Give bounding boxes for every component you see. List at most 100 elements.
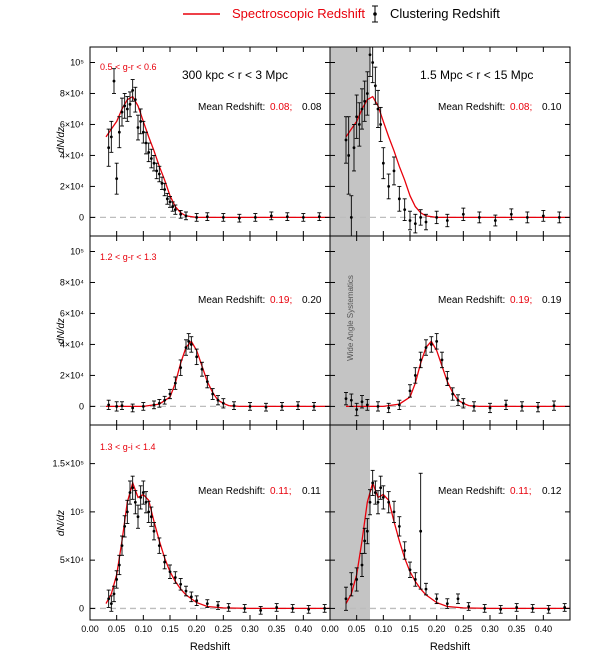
clust-point <box>205 599 210 608</box>
data-point <box>363 539 367 543</box>
data-point <box>435 339 439 343</box>
data-point <box>531 607 535 610</box>
data-point <box>155 169 159 173</box>
clust-point <box>488 402 492 414</box>
data-point <box>461 401 465 405</box>
clust-point <box>221 398 226 409</box>
data-point <box>349 216 353 219</box>
clust-point <box>514 603 519 612</box>
y-tick-label: 8×10⁴ <box>60 88 84 98</box>
data-point <box>131 88 135 92</box>
clust-mean: 0.11 <box>302 486 321 497</box>
data-point <box>216 398 220 402</box>
clust-point <box>120 535 124 556</box>
clust-point <box>184 339 188 356</box>
data-point <box>128 102 132 106</box>
clust-point <box>354 94 359 139</box>
clust-point <box>184 585 188 597</box>
clust-point <box>381 485 386 510</box>
data-point <box>419 529 423 533</box>
clust-point <box>445 371 450 386</box>
data-point <box>123 524 127 528</box>
clust-point <box>376 89 380 129</box>
data-point <box>157 401 161 405</box>
data-point <box>205 215 209 219</box>
clust-point <box>362 80 367 122</box>
data-point <box>352 146 356 150</box>
data-point <box>379 123 383 126</box>
clust-point <box>248 402 252 411</box>
x-axis-label-left: Redshift <box>190 641 230 653</box>
clust-mean: 0.12 <box>542 486 562 497</box>
data-point <box>107 403 111 407</box>
clust-point <box>258 606 263 615</box>
clust-point <box>290 604 295 613</box>
mean-bottom-outer: Mean Redshift: 0.11; 0.12 <box>438 486 562 497</box>
clust-point <box>112 68 116 94</box>
clust-point <box>128 480 132 505</box>
y-tick-label: 6×10⁴ <box>60 308 84 318</box>
mean-label: Mean Redshift: <box>198 295 265 306</box>
x-tick-label: 0.10 <box>135 624 153 634</box>
data-point <box>107 597 111 601</box>
data-point <box>483 607 487 610</box>
spec-mean: 0.19; <box>270 295 292 306</box>
clust-point <box>397 185 402 212</box>
data-point <box>520 405 524 408</box>
clust-point <box>424 339 428 356</box>
data-point <box>195 355 199 359</box>
data-point <box>115 405 119 408</box>
data-point <box>179 582 183 586</box>
clust-point <box>232 401 236 410</box>
clust-point <box>317 212 322 221</box>
clust-point <box>146 500 151 523</box>
data-point <box>355 578 359 581</box>
clust-point <box>546 605 551 614</box>
clust-point <box>216 601 220 610</box>
clust-point <box>365 71 370 116</box>
data-point <box>120 110 124 114</box>
data-point <box>275 606 279 609</box>
data-point <box>168 200 172 204</box>
data-point <box>349 398 353 402</box>
clust-point <box>173 204 178 215</box>
data-point <box>445 377 449 380</box>
clust-point <box>274 603 279 612</box>
clust-point <box>200 361 204 377</box>
clust-point <box>373 480 378 505</box>
clust-point <box>360 88 364 130</box>
clust-point <box>194 595 199 606</box>
clust-point <box>466 602 471 611</box>
data-point <box>179 212 183 216</box>
clust-point <box>461 207 466 221</box>
data-point <box>403 208 407 212</box>
clust-point <box>360 552 364 578</box>
data-point <box>440 358 444 362</box>
legend-clust-label: Clustering Redshift <box>390 6 500 21</box>
clust-point <box>429 336 434 353</box>
clust-mean: 0.19 <box>542 295 562 306</box>
clust-point <box>378 475 383 500</box>
data-point <box>171 205 175 208</box>
clust-point <box>120 97 124 127</box>
clust-point <box>189 336 194 353</box>
data-point <box>373 84 377 88</box>
clust-point <box>306 605 311 614</box>
data-point <box>123 104 127 108</box>
data-point <box>387 500 391 504</box>
data-point <box>312 405 316 408</box>
x-tick-label: 0.35 <box>268 624 286 634</box>
data-point <box>184 214 188 218</box>
clust-point <box>149 148 154 169</box>
clust-point <box>136 114 140 141</box>
clust-point <box>365 398 370 411</box>
data-point <box>232 404 236 408</box>
data-point <box>461 212 465 216</box>
clust-point <box>160 176 164 190</box>
clust-point <box>141 402 146 411</box>
clust-point <box>130 403 135 413</box>
clust-point <box>221 213 226 222</box>
panel-frame <box>89 235 331 426</box>
y-tick-label: 4×10⁴ <box>60 339 84 349</box>
clust-point <box>173 571 178 584</box>
